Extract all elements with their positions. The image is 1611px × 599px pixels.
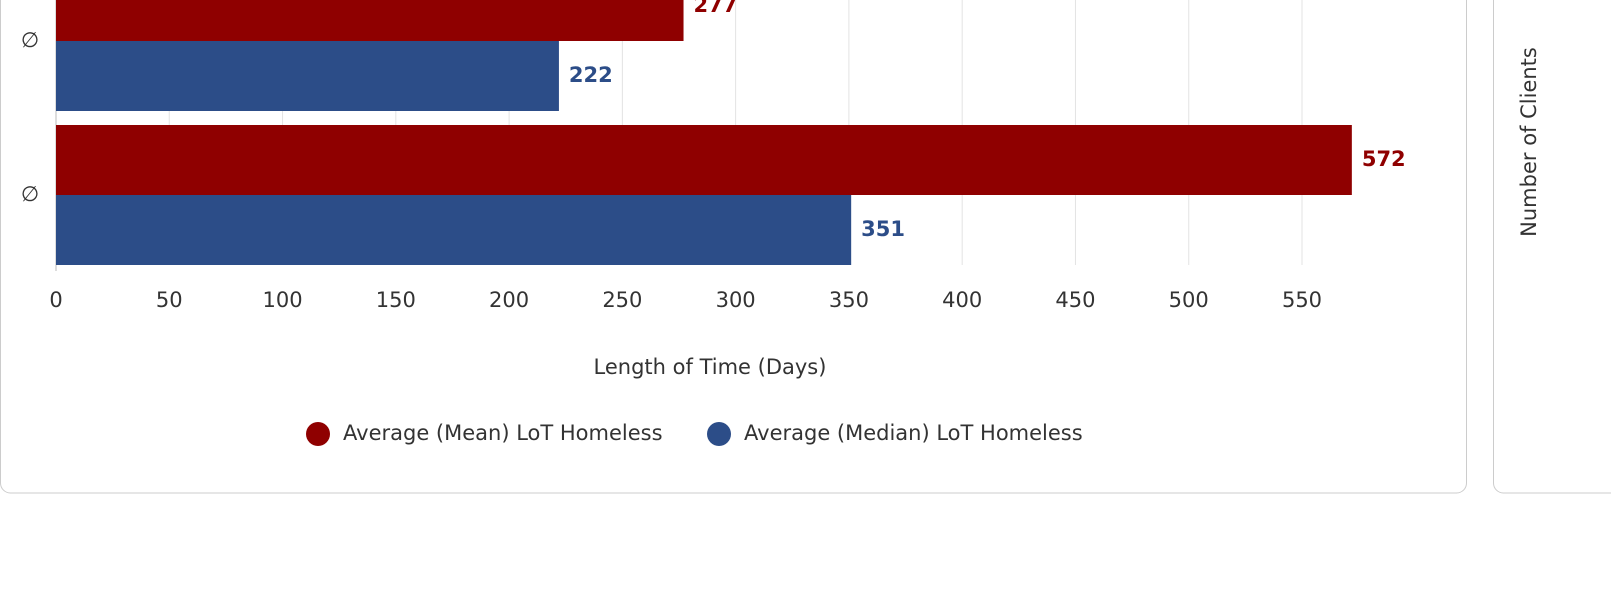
x-tick-label: 450: [1055, 288, 1095, 312]
value-label: 222: [569, 63, 613, 87]
x-tick-label: 250: [602, 288, 642, 312]
x-tick-label: 300: [716, 288, 756, 312]
x-tick-label: 350: [829, 288, 869, 312]
x-tick-label: 0: [49, 288, 62, 312]
side-card: [1493, 0, 1611, 494]
x-tick-label: 400: [942, 288, 982, 312]
bar: [56, 0, 684, 41]
bar: [56, 125, 1352, 195]
legend-label: Average (Median) LoT Homeless: [744, 421, 1083, 445]
value-label: 277: [694, 0, 738, 17]
legend-label: Average (Mean) LoT Homeless: [343, 421, 663, 445]
x-tick-label: 100: [262, 288, 302, 312]
x-tick-label: 500: [1169, 288, 1209, 312]
legend-swatch: [707, 422, 731, 446]
x-tick-label: 200: [489, 288, 529, 312]
x-axis-title: Length of Time (Days): [594, 355, 827, 379]
side-axis-label: Number of Clients: [1517, 47, 1541, 237]
legend-swatch: [306, 422, 330, 446]
bar: [56, 195, 852, 265]
bar: [56, 41, 559, 111]
y-tick-label: ∅: [21, 28, 39, 52]
x-tick-label: 150: [376, 288, 416, 312]
x-tick-label: 550: [1282, 288, 1322, 312]
y-tick-label: ∅: [21, 182, 39, 206]
value-label: 572: [1362, 147, 1406, 171]
value-label: 351: [861, 217, 905, 241]
x-tick-label: 50: [156, 288, 183, 312]
